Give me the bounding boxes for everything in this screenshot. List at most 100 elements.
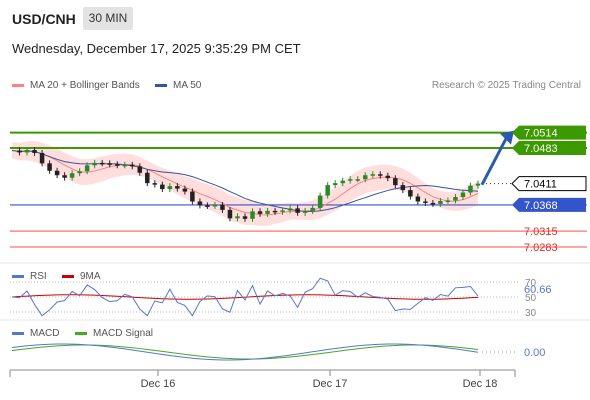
projection-arrow-shaft <box>480 137 508 186</box>
macd-signal-line <box>11 344 479 360</box>
legend-rsi-label: RSI <box>30 271 47 282</box>
bollinger-band-area <box>12 141 478 227</box>
candle-body <box>347 179 353 181</box>
candle-body <box>363 175 368 180</box>
candle-body <box>84 165 90 172</box>
current-price-label: 7.0411 <box>524 179 557 191</box>
candle-body <box>265 210 270 214</box>
price-levels <box>10 131 587 248</box>
candle-body <box>423 201 428 203</box>
candle-body <box>272 210 278 213</box>
candle-body <box>137 166 143 173</box>
level-labels: 7.0514 7.0483 7.0411 7.0368 7.0315 7.0283 <box>511 125 587 254</box>
rsi-level-label: 30 <box>525 308 537 319</box>
candle-body <box>220 204 225 210</box>
x-tick-label: Dec 18 <box>463 378 498 390</box>
candle-body <box>445 200 451 202</box>
legend-macd-signal-label: MACD Signal <box>93 328 154 339</box>
symbol-title: USD/CNH <box>12 11 76 27</box>
candle-body <box>39 152 45 164</box>
candle-body <box>310 207 315 211</box>
candle-body <box>430 202 436 205</box>
copyright-text: Research © 2025 Trading Central <box>431 80 581 91</box>
level-box-resistance <box>512 125 586 140</box>
legend-macd-label: MACD <box>30 328 60 339</box>
candle-body <box>152 183 158 185</box>
candle-body <box>122 164 127 167</box>
candle-body <box>460 192 466 198</box>
macd-line <box>11 343 479 361</box>
ma50-line <box>11 149 479 212</box>
candle-body <box>190 191 195 202</box>
candle-body <box>54 170 60 176</box>
ma50-swatch <box>155 83 167 87</box>
x-axis-ticks: Dec 16 Dec 17 Dec 18 <box>141 370 498 390</box>
x-tick-label: Dec 17 <box>313 378 348 390</box>
legend-ma20: MA 20 + Bollinger Bands <box>12 80 140 91</box>
9ma-swatch <box>62 274 74 278</box>
candle-body <box>182 188 188 192</box>
candle-body <box>250 211 255 219</box>
candles <box>17 147 512 222</box>
candle-body <box>160 184 165 190</box>
candle-body <box>175 186 180 189</box>
level-label-pivot: 7.0368 <box>524 200 558 212</box>
bollinger-bands <box>12 141 478 227</box>
legend-macd-signal: MACD Signal <box>75 328 153 339</box>
level-label-support: 7.0315 <box>524 226 558 238</box>
datetime-label: Wednesday, December 17, 2025 9:35:29 PM … <box>12 41 301 56</box>
candle-body <box>415 196 421 202</box>
macd-signal-swatch <box>75 331 87 335</box>
candle-body <box>227 209 233 219</box>
level-label-resistance: 7.0483 <box>524 143 558 155</box>
legend-9ma: 9MA <box>62 271 101 282</box>
candle-body <box>438 200 443 204</box>
candle-body <box>145 172 150 184</box>
candle-body <box>453 197 458 201</box>
candle-body <box>332 183 338 186</box>
candle-body <box>32 149 37 153</box>
legend-rsi: RSI <box>12 271 47 282</box>
x-tick-label: Dec 16 <box>141 378 176 390</box>
current-price-box <box>511 176 587 192</box>
candle-body <box>77 171 82 174</box>
macd-zero-label: 0.00 <box>524 347 545 359</box>
level-label-support: 7.0283 <box>524 242 558 254</box>
candle-body <box>114 164 120 166</box>
candle-body <box>130 164 135 167</box>
rsi-line <box>11 277 479 317</box>
candle-body <box>107 163 112 165</box>
legend-ma50: MA 50 <box>155 80 201 91</box>
candle-body <box>295 208 300 213</box>
candle-body <box>280 210 285 212</box>
timeframe-badge[interactable]: 30 MIN <box>83 7 133 30</box>
candle-body <box>468 185 473 193</box>
rsi-indicator: 70 50 30 60.66 <box>10 277 552 319</box>
projection-arrow-head <box>500 130 514 145</box>
candle-body <box>287 208 293 211</box>
level-label-resistance: 7.0514 <box>524 128 558 140</box>
candle-body <box>325 185 330 196</box>
candle-body <box>408 190 413 197</box>
candle-body <box>69 173 75 178</box>
candle-body <box>167 186 173 190</box>
candle-body <box>205 205 210 207</box>
candle-body <box>24 149 30 153</box>
rsi-level-label: 50 <box>525 293 537 304</box>
candle-body <box>400 185 406 191</box>
macd-indicator: 0.00 <box>11 343 545 361</box>
candle-body <box>378 174 383 176</box>
candle-body <box>475 183 481 186</box>
candle-body <box>302 210 308 213</box>
candle-body <box>92 162 97 166</box>
candle-body <box>242 216 248 219</box>
rsi-level-label: 70 <box>525 278 537 289</box>
candle-body <box>355 179 360 181</box>
legend-macd: MACD <box>12 328 59 339</box>
candle-body <box>47 163 52 171</box>
candle-body <box>257 211 263 214</box>
ma20-line <box>11 149 479 216</box>
candle-body <box>212 204 218 207</box>
